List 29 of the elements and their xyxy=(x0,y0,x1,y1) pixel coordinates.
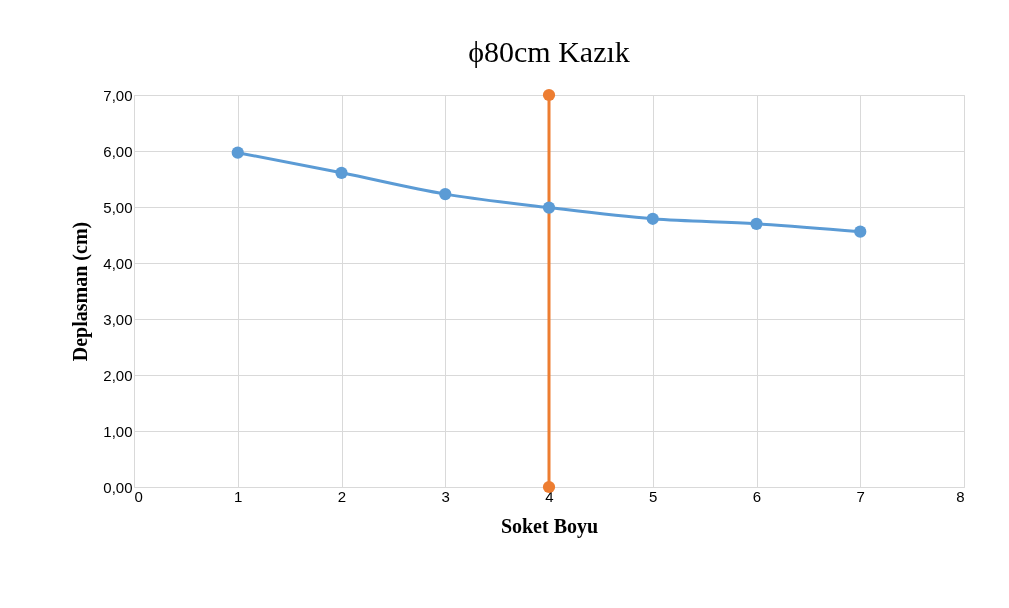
x-tick-label: 7 xyxy=(856,487,865,505)
x-axis-title: Soket Boyu xyxy=(500,514,599,538)
point xyxy=(750,217,763,230)
x-tick-label: 5 xyxy=(649,487,658,505)
point xyxy=(542,201,556,214)
point xyxy=(439,188,452,201)
x-tick-label: 6 xyxy=(752,487,762,505)
y-tick-label: 7,00 xyxy=(103,86,133,104)
point xyxy=(231,146,244,159)
y-tick-label: 2,00 xyxy=(103,366,133,384)
y-tick-label: 1,00 xyxy=(103,422,133,440)
x-tick-label: 2 xyxy=(337,487,347,505)
y-tick-label: 0,00 xyxy=(103,478,133,496)
y-tick-label: 4,00 xyxy=(103,254,133,272)
point xyxy=(335,166,348,179)
y-axis-title: Deplasman (cm) xyxy=(69,221,93,362)
point xyxy=(542,480,556,494)
y-tick-label: 3,00 xyxy=(103,310,133,328)
y-tick-label: 5,00 xyxy=(103,198,133,216)
y-tick-label: 6,00 xyxy=(103,142,133,160)
x-tick-label: 3 xyxy=(441,487,450,505)
x-tick-label: 8 xyxy=(956,487,965,505)
x-tick-label: 1 xyxy=(234,487,243,505)
point xyxy=(542,88,556,102)
point xyxy=(646,212,659,225)
x-tick-label: 0 xyxy=(134,487,143,505)
chart-title: ϕ80cm Kazık xyxy=(468,35,630,68)
x-tick-label: 4 xyxy=(545,487,554,505)
point xyxy=(854,225,867,238)
